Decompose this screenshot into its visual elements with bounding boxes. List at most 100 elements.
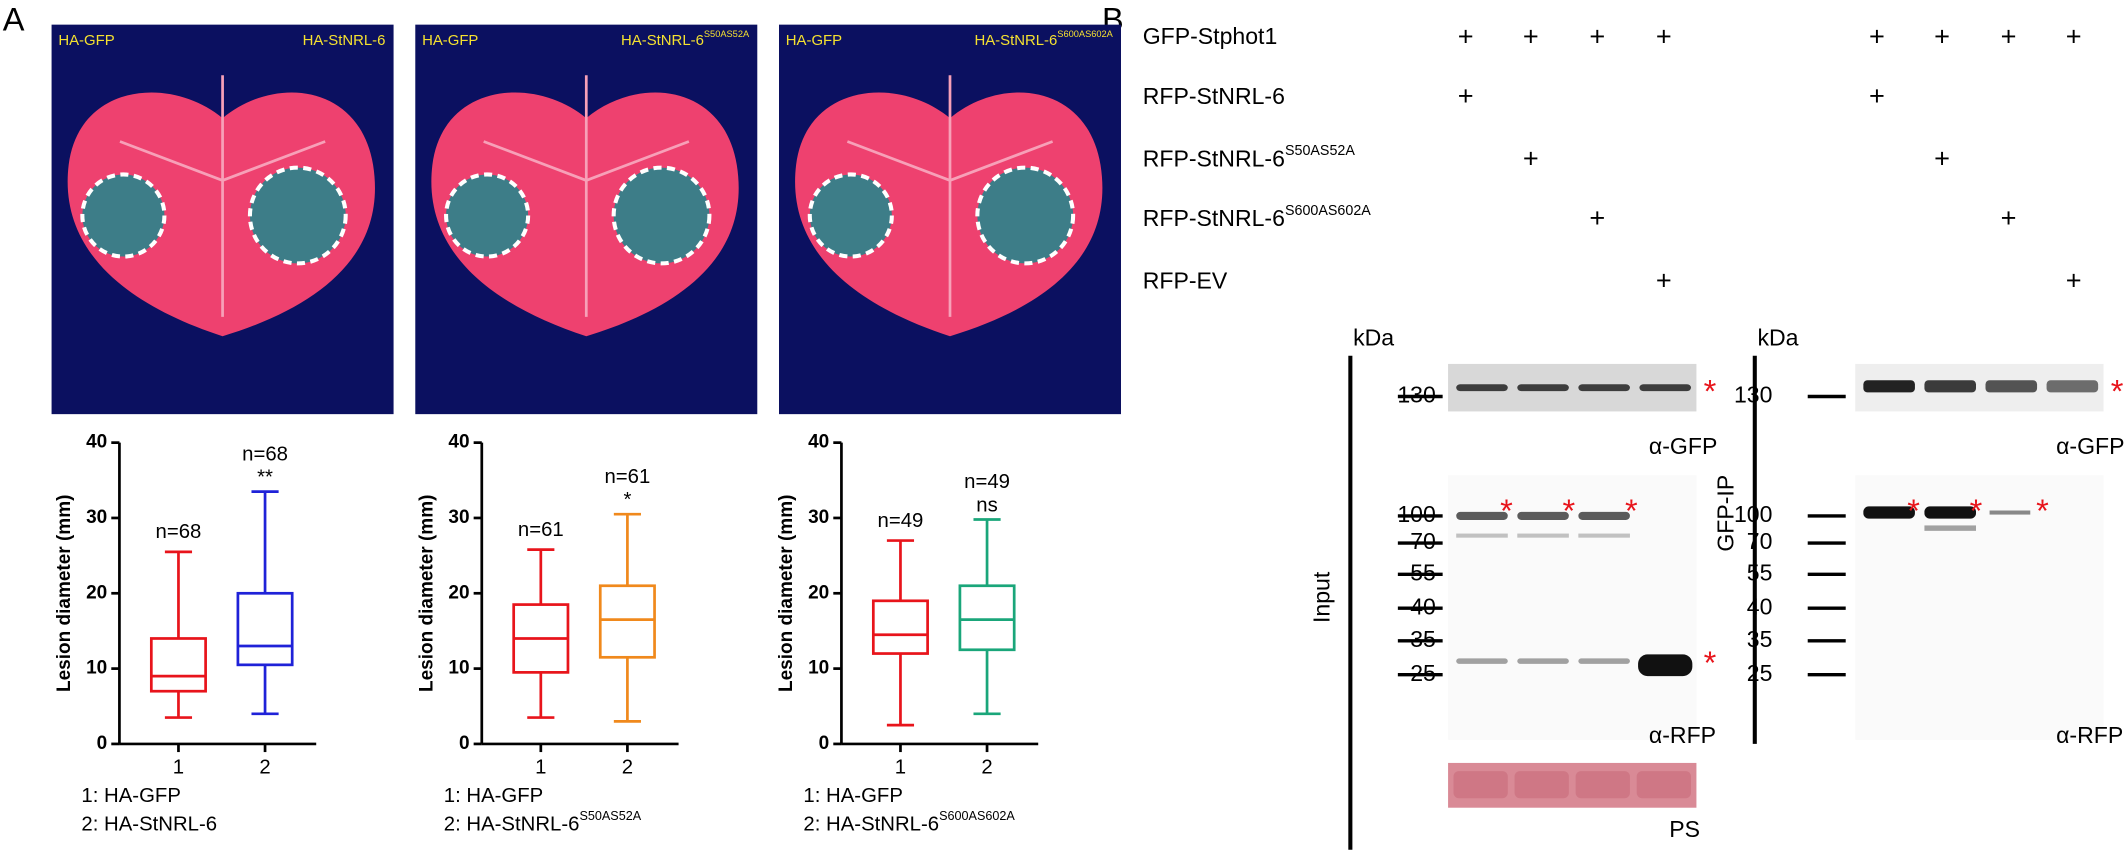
marker: 35 (1410, 626, 1436, 652)
band (1985, 380, 2038, 393)
box (871, 599, 929, 655)
band (1517, 658, 1569, 664)
legend-entry-main: 2: HA-StNRL-6 (803, 814, 939, 836)
band (1578, 384, 1630, 392)
band (1924, 380, 1976, 393)
n-label: n=68 (242, 443, 288, 465)
antibody: α-GFP (1649, 433, 1717, 459)
leaf-vein (119, 75, 326, 317)
legend-entry-main: 1: HA-GFP (803, 785, 902, 807)
y-tick-label: 20 (448, 582, 469, 603)
n-label: n=61 (518, 519, 564, 541)
row-label-sup: S600AS602A (1285, 203, 1371, 219)
y-tick-label: 0 (97, 733, 108, 754)
band (1578, 511, 1630, 520)
plus: + (1589, 20, 1605, 51)
plus: + (1869, 80, 1885, 111)
band (1989, 510, 2031, 515)
lesion (809, 174, 892, 257)
photo-label: HA-StNRL-6S600AS602A (974, 29, 1113, 48)
plus: + (1458, 80, 1474, 111)
plus: + (1934, 20, 1950, 51)
antibody: α-RFP (1649, 722, 1716, 748)
y-tick-label: 30 (448, 507, 469, 528)
x-tick-label: 1 (173, 757, 184, 779)
box (958, 584, 1016, 652)
marker: 40 (1747, 593, 1773, 619)
plus: + (2066, 20, 2082, 51)
band (1517, 533, 1569, 538)
row-label-main: RFP-StNRL-6 (1143, 83, 1285, 109)
legend-entry-main: 2: HA-StNRL-6 (444, 814, 580, 836)
marker: 100 (1734, 501, 1772, 527)
y-tick-label: 40 (448, 432, 469, 453)
lesion (613, 167, 710, 264)
row-label: GFP-Stphot1 (1143, 23, 1278, 49)
y-tick-label: 40 (86, 432, 107, 453)
plus: + (1458, 20, 1474, 51)
ps-lane (1575, 771, 1630, 799)
marker: 130 (1397, 382, 1435, 408)
lesion-outline (247, 165, 348, 266)
band (1456, 533, 1508, 538)
plus: + (1656, 265, 1672, 296)
band (1638, 654, 1693, 677)
box (149, 637, 207, 693)
photo-label: HA-GFP (786, 32, 842, 49)
box (236, 591, 294, 667)
lesion (249, 167, 346, 264)
y-axis-title: Lesion diameter (mm) (417, 495, 438, 692)
lesion (977, 167, 1074, 264)
legend-entry: 1: HA-GFP (81, 785, 180, 807)
asterisk: * (2111, 373, 2124, 409)
y-tick-label: 20 (86, 582, 107, 603)
legend-entry: 2: HA-StNRL-6S50AS52A (444, 810, 642, 836)
row-label: RFP-StNRL-6 (1143, 83, 1285, 109)
band (1578, 533, 1630, 538)
y-tick-label: 40 (808, 432, 829, 453)
row-label: RFP-StNRL-6S600AS602A (1143, 203, 1372, 232)
asterisk: * (1907, 493, 1920, 529)
ps-lane (1453, 771, 1508, 799)
photo-label: HA-GFP (58, 32, 114, 49)
ps-lane (1514, 771, 1569, 799)
n-label: n=49 (878, 510, 924, 532)
band (1456, 658, 1508, 664)
x-tick-label: 2 (259, 757, 270, 779)
y-tick-label: 20 (808, 582, 829, 603)
plus: + (1589, 202, 1605, 233)
significance: ** (257, 466, 273, 488)
legend-entry: 2: HA-StNRL-6S600AS602A (803, 810, 1015, 836)
kda-label: kDa (1353, 325, 1394, 351)
asterisk: * (1563, 493, 1576, 529)
plus: + (1869, 20, 1885, 51)
y-tick-label: 10 (86, 658, 107, 679)
significance: ns (976, 494, 998, 516)
y-tick-label: 30 (808, 507, 829, 528)
band (1639, 384, 1691, 392)
legend-entry: 1: HA-GFP (803, 785, 902, 807)
y-tick-label: 0 (819, 733, 830, 754)
x-tick-label: 2 (981, 757, 992, 779)
row-label: RFP-EV (1143, 268, 1228, 294)
marker: 55 (1747, 559, 1773, 585)
marker: 35 (1747, 626, 1773, 652)
photo-label-sup: S600AS602A (1057, 29, 1113, 39)
band (1863, 506, 1915, 519)
lesion (82, 174, 165, 257)
x-tick-label: 1 (895, 757, 906, 779)
box (598, 584, 656, 659)
photo-label-sup: S50AS52A (704, 29, 750, 39)
significance: * (623, 489, 631, 511)
photo-label: HA-GFP (422, 32, 478, 49)
legend-entry: 2: HA-StNRL-6 (81, 814, 217, 836)
plus: + (2066, 265, 2082, 296)
antibody: α-RFP (2056, 722, 2123, 748)
x-tick-label: 2 (622, 757, 633, 779)
plus: + (2001, 20, 2017, 51)
marker: 70 (1410, 528, 1436, 554)
marker: 100 (1397, 501, 1435, 527)
band (1456, 384, 1508, 392)
asterisk: * (2036, 493, 2049, 529)
